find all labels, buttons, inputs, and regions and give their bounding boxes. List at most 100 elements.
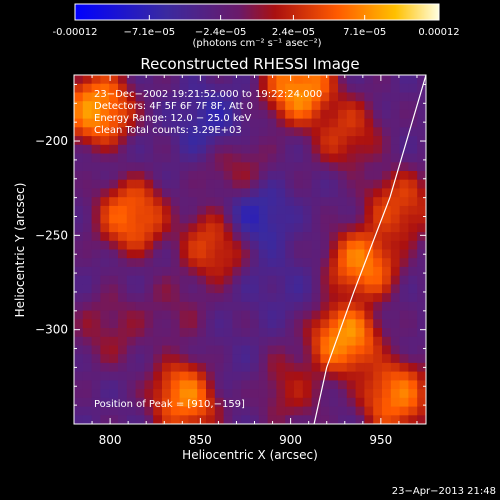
heatmap-cell — [232, 101, 242, 111]
heatmap-cell — [302, 389, 313, 399]
heatmap-cell — [82, 214, 93, 224]
heatmap-cell — [250, 310, 260, 320]
heatmap-cell — [82, 336, 93, 346]
heatmap-cell — [338, 275, 348, 285]
heatmap-cell — [285, 118, 295, 128]
heatmap-cell — [162, 310, 172, 320]
heatmap-cell — [100, 319, 110, 329]
heatmap-cell — [241, 214, 251, 224]
heatmap-cell — [100, 75, 110, 85]
heatmap-cell — [82, 101, 93, 111]
heatmap-cell — [170, 284, 181, 294]
heatmap-cell — [258, 258, 269, 268]
heatmap-cell — [206, 109, 216, 120]
heatmap-cell — [144, 406, 154, 416]
heatmap-cell — [320, 301, 330, 312]
heatmap-cell — [126, 258, 137, 268]
heatmap-cell — [118, 179, 128, 189]
heatmap-cell — [135, 144, 145, 154]
heatmap-cell — [109, 118, 119, 128]
heatmap-cell — [364, 205, 374, 216]
heatmap-cell — [118, 397, 128, 407]
heatmap-cell — [170, 371, 181, 381]
heatmap-cell — [144, 249, 154, 259]
heatmap-cell — [135, 83, 145, 93]
heatmap-cell — [329, 362, 339, 373]
heatmap-cell — [267, 83, 277, 93]
heatmap-cell — [170, 310, 181, 320]
heatmap-cell — [82, 362, 93, 373]
heatmap-cell — [241, 197, 251, 207]
heatmap-cell — [390, 162, 401, 172]
heatmap-cell — [408, 397, 418, 407]
heatmap-cell — [179, 101, 189, 111]
heatmap-cell — [223, 205, 233, 216]
heatmap-cell — [179, 118, 189, 128]
heatmap-cell — [355, 240, 365, 250]
heatmap-cell — [241, 293, 251, 303]
heatmap-cell — [285, 336, 295, 346]
heatmap-cell — [382, 249, 392, 259]
heatmap-cell — [355, 293, 365, 303]
heatmap-cell — [197, 92, 207, 102]
heatmap-cell — [82, 328, 93, 338]
heatmap-cell — [100, 415, 110, 424]
heatmap-cell — [364, 397, 374, 407]
heatmap-cell — [267, 153, 277, 163]
heatmap-cell — [144, 284, 154, 294]
heatmap-cell — [355, 249, 365, 259]
heatmap-cell — [74, 310, 84, 320]
heatmap-cell — [100, 284, 110, 294]
heatmap-cell — [382, 362, 392, 373]
heatmap-cell — [285, 266, 295, 277]
heatmap-cell — [100, 301, 110, 312]
heatmap-cell — [346, 232, 357, 242]
heatmap-cell — [311, 205, 321, 216]
heatmap-cell — [74, 223, 84, 233]
heatmap-cell — [338, 83, 348, 93]
heatmap-cell — [408, 362, 418, 373]
heatmap-cell — [417, 144, 426, 154]
heatmap-cell — [258, 371, 269, 381]
heatmap-cell — [346, 171, 357, 181]
heatmap-cell — [100, 328, 110, 338]
heatmap-cell — [285, 249, 295, 259]
heatmap-cell — [355, 75, 365, 85]
heatmap-cell — [188, 301, 198, 312]
heatmap-cell — [250, 293, 260, 303]
heatmap-cell — [294, 188, 304, 198]
heatmap-cell — [408, 336, 418, 346]
heatmap-cell — [214, 249, 225, 259]
heatmap-cell — [118, 240, 128, 250]
heatmap-cell — [320, 249, 330, 259]
heatmap-cell — [329, 293, 339, 303]
heatmap-cell — [188, 83, 198, 93]
heatmap-cell — [311, 240, 321, 250]
heatmap-cell — [311, 310, 321, 320]
heatmap-cell — [311, 319, 321, 329]
heatmap-cell — [364, 118, 374, 128]
heatmap-cell — [188, 240, 198, 250]
heatmap-cell — [390, 371, 401, 381]
heatmap-cell — [355, 92, 365, 102]
heatmap-cell — [355, 118, 365, 128]
heatmap-cell — [109, 144, 119, 154]
heatmap-cell — [82, 153, 93, 163]
heatmap-cell — [91, 354, 101, 364]
heatmap-cell — [74, 232, 84, 242]
heatmap-cell — [285, 109, 295, 120]
heatmap-cell — [91, 415, 101, 424]
heatmap-cell — [338, 406, 348, 416]
heatmap-cell — [408, 301, 418, 312]
heatmap-cell — [320, 328, 330, 338]
heatmap-cell — [197, 249, 207, 259]
heatmap-cell — [417, 232, 426, 242]
heatmap-cell — [223, 101, 233, 111]
heatmap-cell — [109, 328, 119, 338]
heatmap-cell — [258, 223, 269, 233]
heatmap-cell — [100, 293, 110, 303]
heatmap-cell — [118, 223, 128, 233]
heatmap-cell — [135, 232, 145, 242]
heatmap-cell — [214, 354, 225, 364]
heatmap-cell — [250, 197, 260, 207]
